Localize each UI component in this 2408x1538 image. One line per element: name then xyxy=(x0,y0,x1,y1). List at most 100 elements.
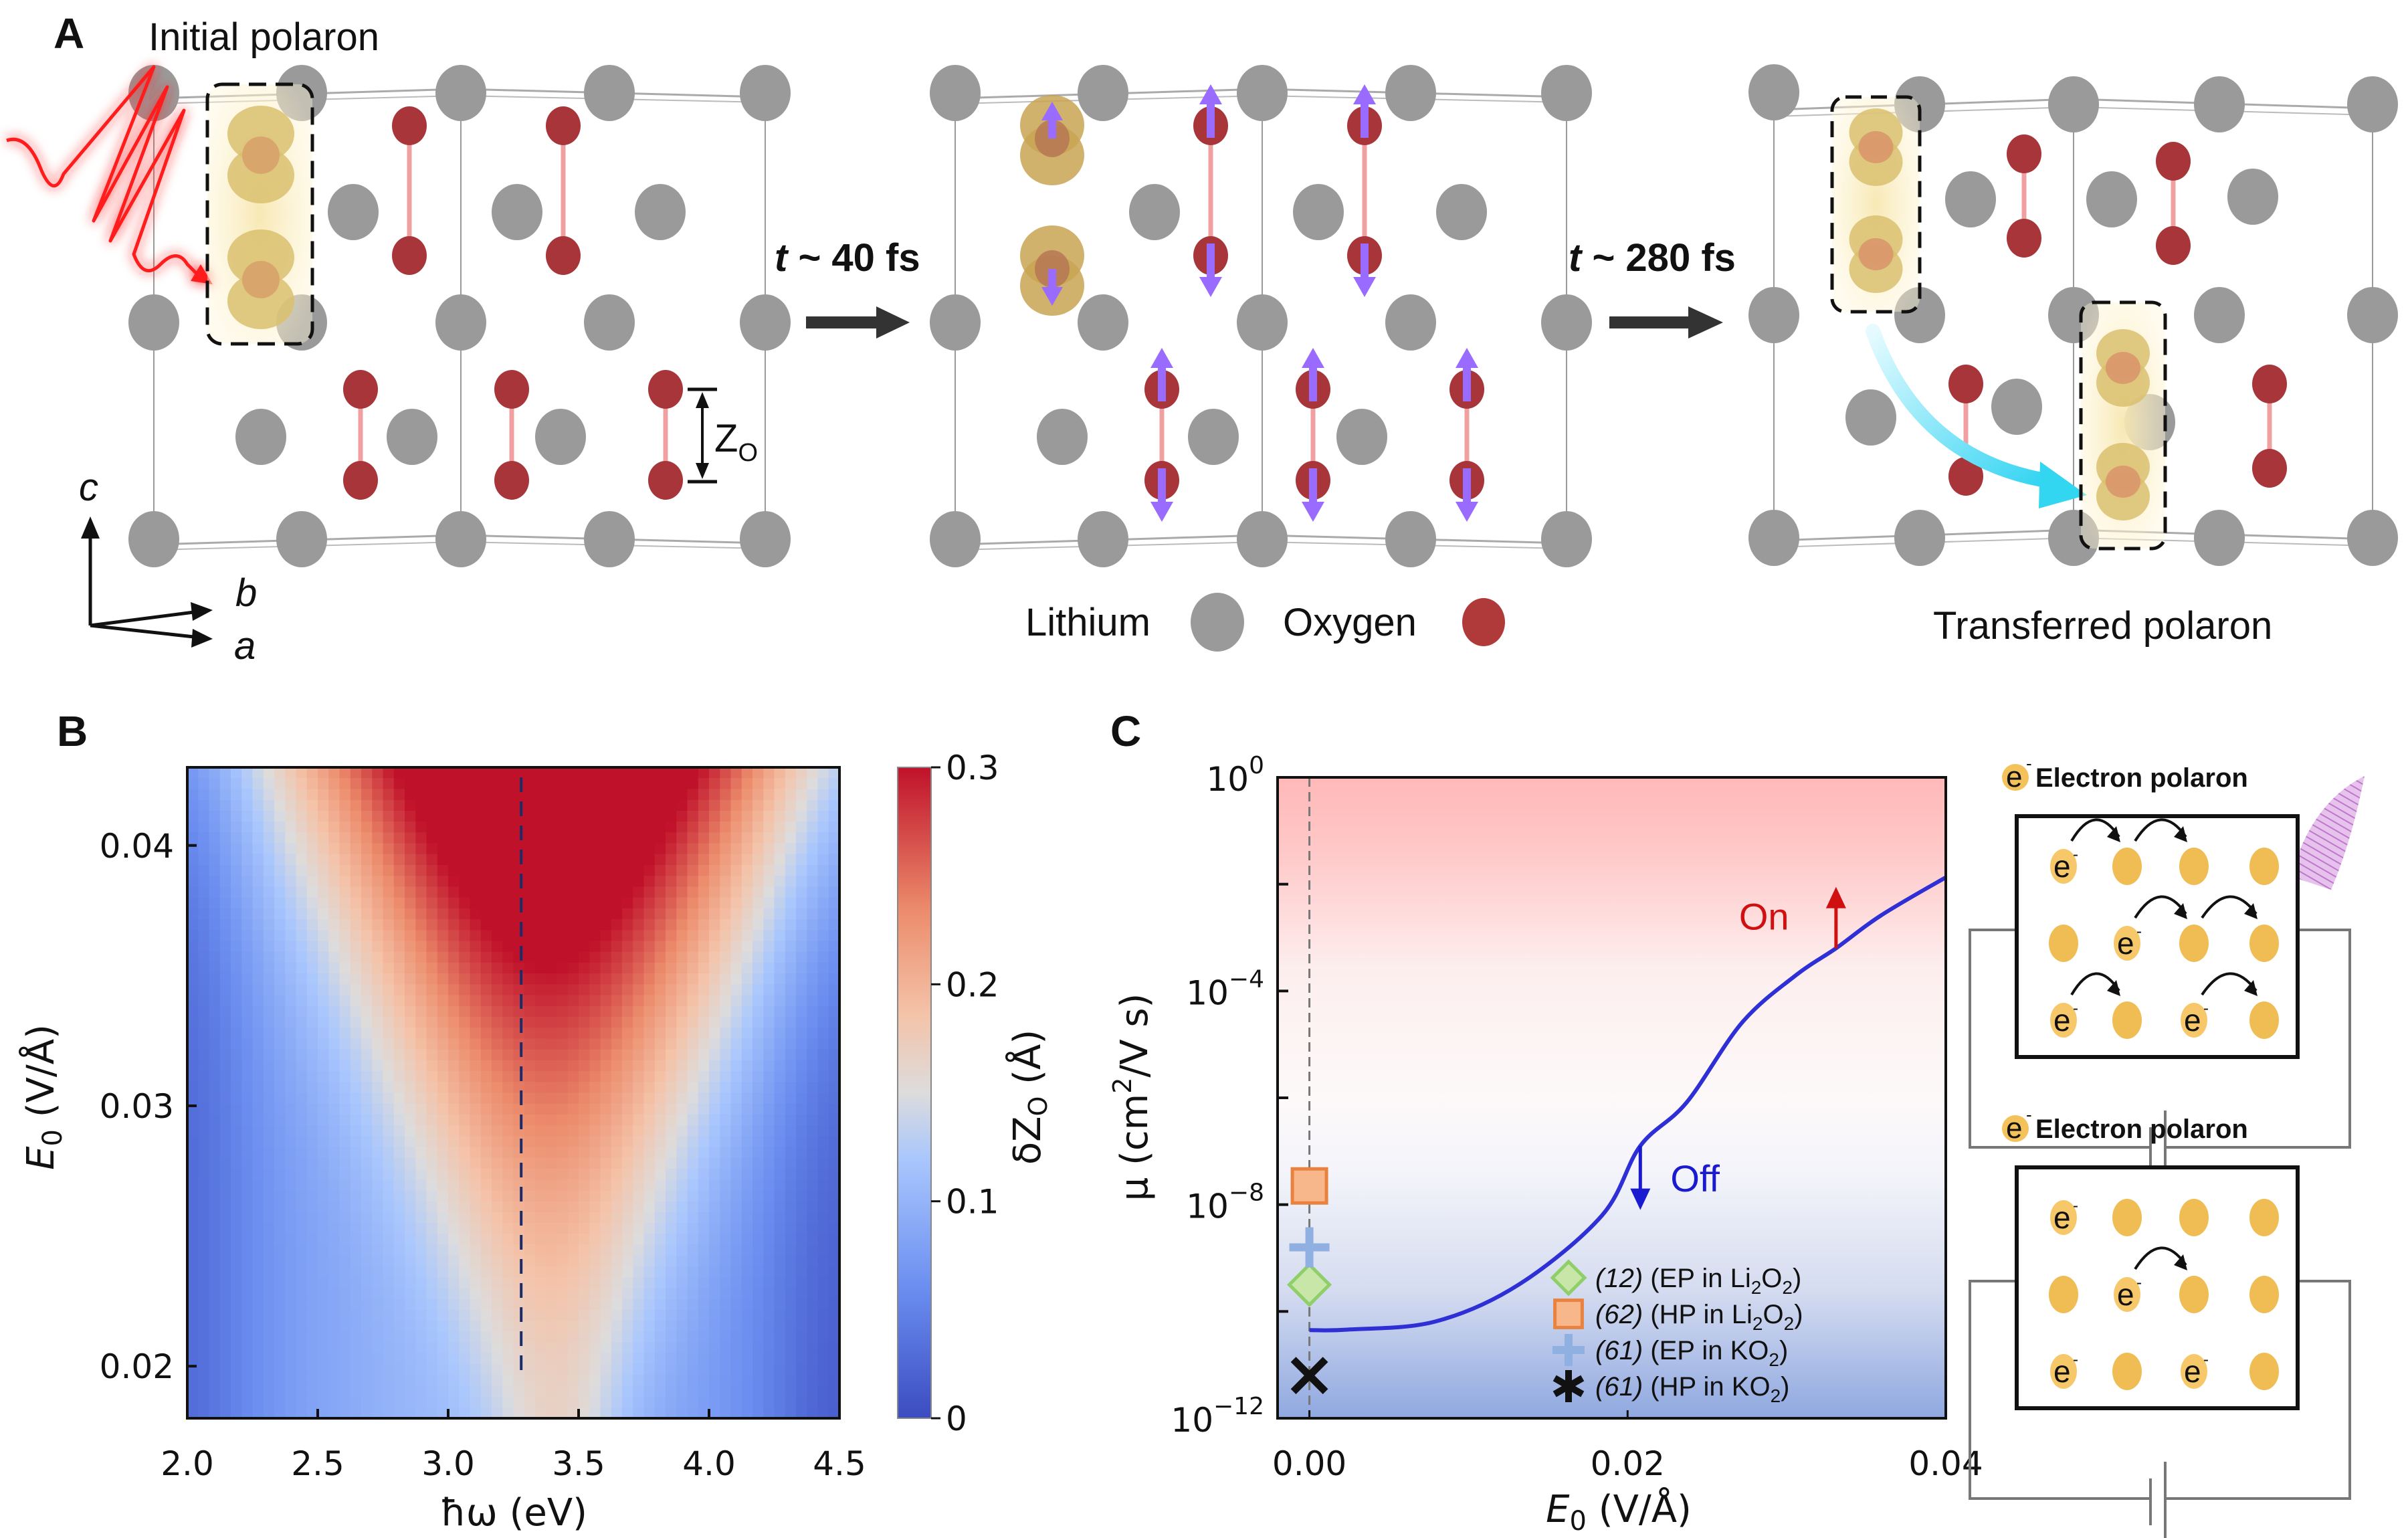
heatmap-cell xyxy=(318,962,330,974)
heatmap-cell xyxy=(198,1136,210,1148)
heatmap-cell xyxy=(448,1060,460,1072)
heatmap-cell xyxy=(383,1092,395,1104)
heatmap-cell xyxy=(524,984,536,996)
heatmap-cell xyxy=(372,1125,384,1137)
heatmap-cell xyxy=(361,930,373,942)
heatmap-cell xyxy=(720,1038,732,1050)
heatmap-cell xyxy=(219,1092,231,1104)
heatmap-cell xyxy=(219,984,231,996)
heatmap-cell xyxy=(459,843,471,855)
heatmap-frame xyxy=(186,766,841,1420)
heatmap-cell xyxy=(372,1038,384,1050)
heatmap-cell xyxy=(361,941,373,953)
heatmap-cell xyxy=(296,1331,308,1343)
heatmap-cell xyxy=(437,930,449,942)
heatmap-cell xyxy=(285,995,297,1007)
heatmap-cell xyxy=(828,1353,839,1365)
heatmap-cell xyxy=(328,1114,340,1126)
heatmap-cell xyxy=(231,865,243,876)
axis-b-label: b xyxy=(235,571,257,615)
heatmap-cell xyxy=(557,1082,569,1094)
heatmap-cell xyxy=(492,1060,504,1072)
heatmap-cell xyxy=(741,1103,753,1115)
heatmap-cell xyxy=(666,789,678,801)
heatmap-cell xyxy=(774,1038,786,1050)
heatmap-cell xyxy=(426,1028,438,1040)
heatmap-cell xyxy=(274,1277,286,1289)
heatmap-cell xyxy=(535,1277,547,1289)
heatmap-cell xyxy=(361,1049,373,1061)
heatmap-cell xyxy=(426,1082,438,1094)
heatmap-cell xyxy=(513,1353,525,1365)
heatmap-cell xyxy=(426,930,438,942)
heatmap-cell xyxy=(557,1244,569,1256)
heatmap-cell xyxy=(219,1277,231,1289)
heatmap-cell xyxy=(763,767,775,779)
heatmap-cell xyxy=(372,767,384,779)
heatmap-cell xyxy=(328,1190,340,1202)
heatmap-cell xyxy=(828,930,839,942)
heatmap-cell xyxy=(763,886,775,898)
heatmap-cell xyxy=(405,1363,417,1375)
heatmap-cell xyxy=(513,854,525,866)
heatmap-cell xyxy=(426,1385,438,1398)
heatmap-cell xyxy=(622,919,634,931)
heatmap-cell xyxy=(589,1005,601,1018)
heatmap-cell xyxy=(687,951,699,963)
lithium-atom xyxy=(1991,379,2042,435)
heatmap-cell xyxy=(361,1353,373,1365)
heatmap-cell xyxy=(720,1244,732,1256)
heatmap-cell xyxy=(774,767,786,779)
heatmap-cell xyxy=(654,973,666,985)
heatmap-cell xyxy=(752,1363,765,1375)
x-axis-ticks: 0.00 0.02 0.04 xyxy=(1272,1410,1983,1483)
heatmap-cell xyxy=(567,1407,579,1418)
heatmap-cell xyxy=(611,1092,623,1104)
heatmap-cell xyxy=(318,930,330,942)
heatmap-cell xyxy=(524,1201,536,1213)
heatmap-cell xyxy=(350,897,362,909)
heatmap-cell xyxy=(633,1114,645,1126)
heatmap-cell xyxy=(448,1028,460,1040)
heatmap-cell xyxy=(709,865,721,876)
heatmap-cell xyxy=(730,1136,742,1148)
heatmap-cell xyxy=(219,1049,231,1061)
heatmap-cell xyxy=(361,1255,373,1267)
heatmap-cell xyxy=(676,1331,688,1343)
heatmap-cell xyxy=(198,1190,210,1202)
heatmap-cell xyxy=(622,1028,634,1040)
heatmap-cell xyxy=(263,1342,275,1354)
heatmap-cell xyxy=(828,1299,839,1311)
heatmap-cell xyxy=(502,1071,514,1083)
heatmap-cell xyxy=(720,930,732,942)
heatmap-cell xyxy=(383,919,395,931)
heatmap-cell xyxy=(579,908,591,920)
heatmap-cell xyxy=(219,1266,231,1278)
heatmap-cell xyxy=(372,1363,384,1375)
heatmap-cell xyxy=(328,1331,340,1343)
heatmap-cell xyxy=(231,1212,243,1224)
heatmap-cell xyxy=(600,1407,612,1418)
heatmap-cell xyxy=(579,941,591,953)
heatmap-cell xyxy=(296,973,308,985)
x-tick-label: 0.00 xyxy=(1272,1444,1346,1483)
heatmap-cell xyxy=(448,1169,460,1180)
x-tick-label: 0.02 xyxy=(1591,1444,1665,1483)
heatmap-cell xyxy=(513,1244,525,1256)
heatmap-cell xyxy=(730,919,742,931)
heatmap-cell xyxy=(730,1092,742,1104)
heatmap-cell xyxy=(589,1363,601,1375)
heatmap-cell xyxy=(546,1060,558,1072)
heatmap-cell xyxy=(720,876,732,888)
heatmap-cell xyxy=(535,1082,547,1094)
heatmap-cell xyxy=(666,1342,678,1354)
heatmap-cell xyxy=(339,962,351,974)
heatmap-cell xyxy=(796,984,808,996)
heatmap-cell xyxy=(589,995,601,1007)
y-tick-label: 0.02 xyxy=(100,1347,174,1386)
lithium-atom xyxy=(2194,287,2245,343)
heatmap-cell xyxy=(589,1190,601,1202)
heatmap-cell xyxy=(513,1169,525,1180)
lattice-site xyxy=(2179,1199,2209,1236)
heatmap-cell xyxy=(720,962,732,974)
